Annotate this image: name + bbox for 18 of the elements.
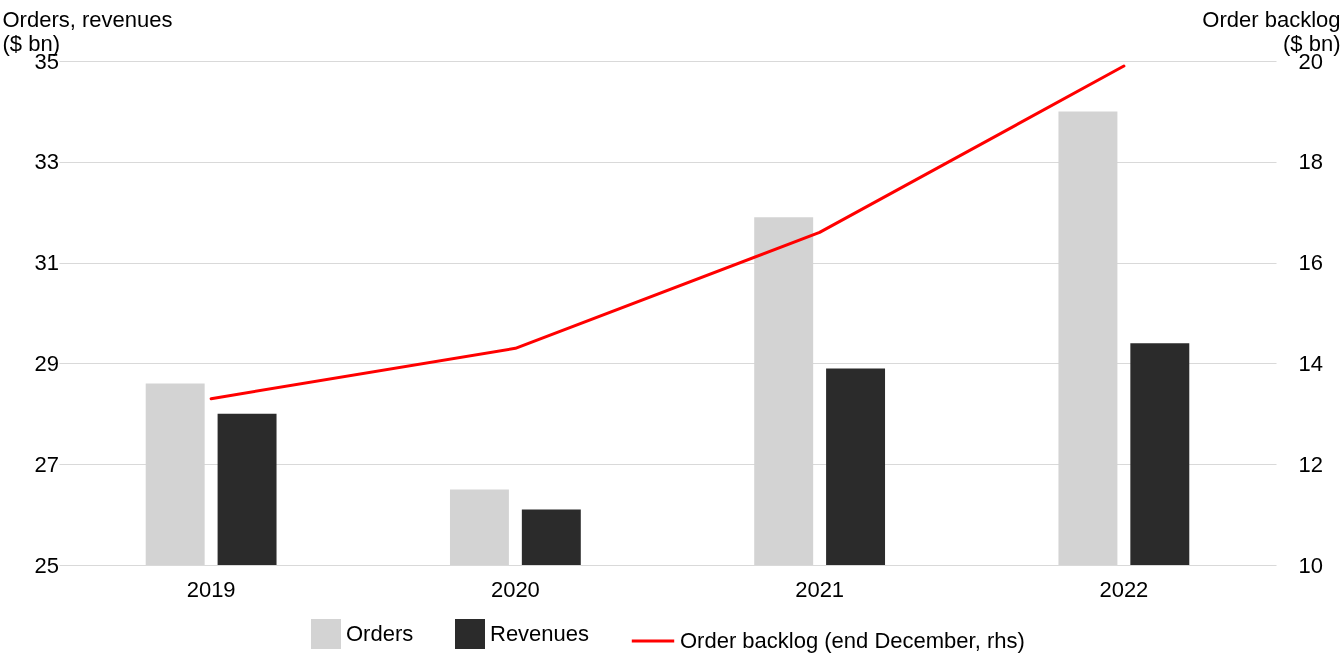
y-tick-label: 25 — [34, 552, 59, 578]
y-tick-label: 27 — [34, 451, 59, 477]
y2-tick-label: 12 — [1298, 451, 1323, 477]
y-tick-label: 29 — [34, 350, 59, 376]
y2-tick-label: 18 — [1298, 149, 1323, 175]
x-tick-label: 2019 — [186, 576, 236, 602]
x-tick-label: 2022 — [1099, 576, 1149, 602]
legend-label: Order backlog (end December, rhs) — [680, 628, 1025, 653]
x-tick-label: 2021 — [795, 576, 845, 602]
y-tick-label: 33 — [34, 149, 59, 175]
y2-tick-label: 16 — [1298, 250, 1323, 276]
y-tick-label: 31 — [34, 250, 59, 276]
x-tick-label: 2020 — [490, 576, 540, 602]
legend-label: Revenues — [490, 621, 590, 646]
y2-tick-label: 10 — [1298, 552, 1323, 578]
line-series — [209, 64, 1126, 401]
legend-label: Orders — [346, 621, 414, 646]
y2-tick-label: 14 — [1298, 350, 1323, 376]
